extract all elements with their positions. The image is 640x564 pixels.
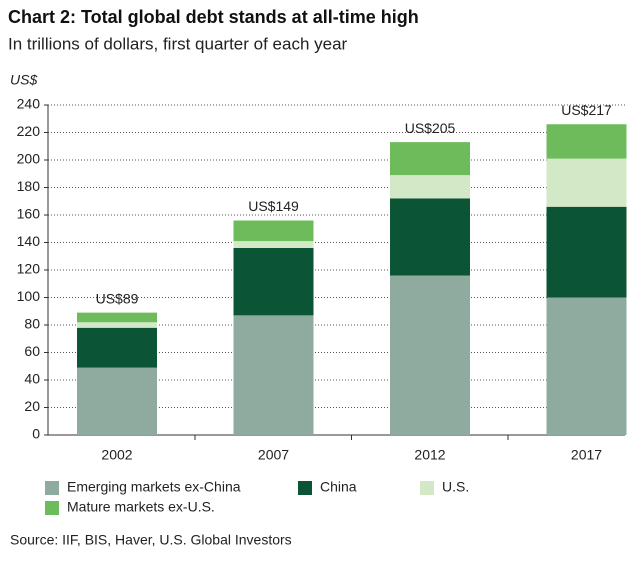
bar-segment [77, 367, 157, 435]
y-axis-label: US$ [10, 72, 37, 88]
y-tick-label: 160 [17, 206, 41, 222]
y-tick-label: 200 [17, 151, 41, 167]
legend-label: Emerging markets ex-China [67, 479, 241, 495]
bar-segment [233, 248, 314, 316]
y-tick-label: 120 [17, 261, 41, 277]
y-tick-label: 60 [24, 343, 40, 359]
annotation: US$217 [561, 102, 612, 118]
annotation: US$89 [96, 290, 139, 306]
y-tick-label: 240 [17, 96, 41, 112]
bar-segment [546, 158, 627, 207]
annotation: US$205 [405, 120, 456, 136]
bar-segment [546, 124, 627, 159]
x-tick-label: 2012 [414, 447, 445, 463]
bar-segment [546, 206, 627, 298]
legend-swatch [420, 481, 434, 495]
y-tick-label: 220 [17, 123, 41, 139]
y-tick-label: 100 [17, 288, 41, 304]
x-tick-label: 2002 [101, 447, 132, 463]
source: Source: IIF, BIS, Haver, U.S. Global Inv… [10, 532, 292, 548]
y-tick-label: 20 [24, 398, 40, 414]
y-tick-label: 80 [24, 316, 40, 332]
bar-segment [546, 297, 627, 435]
bar-segment [77, 322, 157, 328]
bar-segment [233, 220, 314, 242]
legend-swatch [45, 481, 59, 495]
bar-segment [77, 312, 157, 323]
bar-segment [390, 198, 470, 276]
legend-swatch [45, 501, 59, 515]
bar-segment [390, 275, 470, 435]
chart-subtitle: In trillions of dollars, first quarter o… [8, 34, 348, 53]
y-tick-label: 0 [32, 426, 40, 442]
bar-segment [390, 142, 470, 176]
y-tick-label: 140 [17, 233, 41, 249]
legend-label: China [320, 479, 357, 495]
bar-segment [77, 327, 157, 368]
y-tick-label: 40 [24, 371, 40, 387]
legend-label: Mature markets ex-U.S. [67, 499, 215, 515]
legend-label: U.S. [442, 479, 469, 495]
x-tick-label: 2017 [571, 447, 602, 463]
chart-title: Chart 2: Total global debt stands at all… [8, 7, 419, 27]
legend-swatch [298, 481, 312, 495]
y-tick-label: 180 [17, 178, 41, 194]
bar-segment [390, 175, 470, 199]
annotation: US$149 [248, 198, 299, 214]
x-tick-label: 2007 [258, 447, 289, 463]
bar-segment [233, 241, 314, 248]
bar-segment [233, 315, 314, 435]
